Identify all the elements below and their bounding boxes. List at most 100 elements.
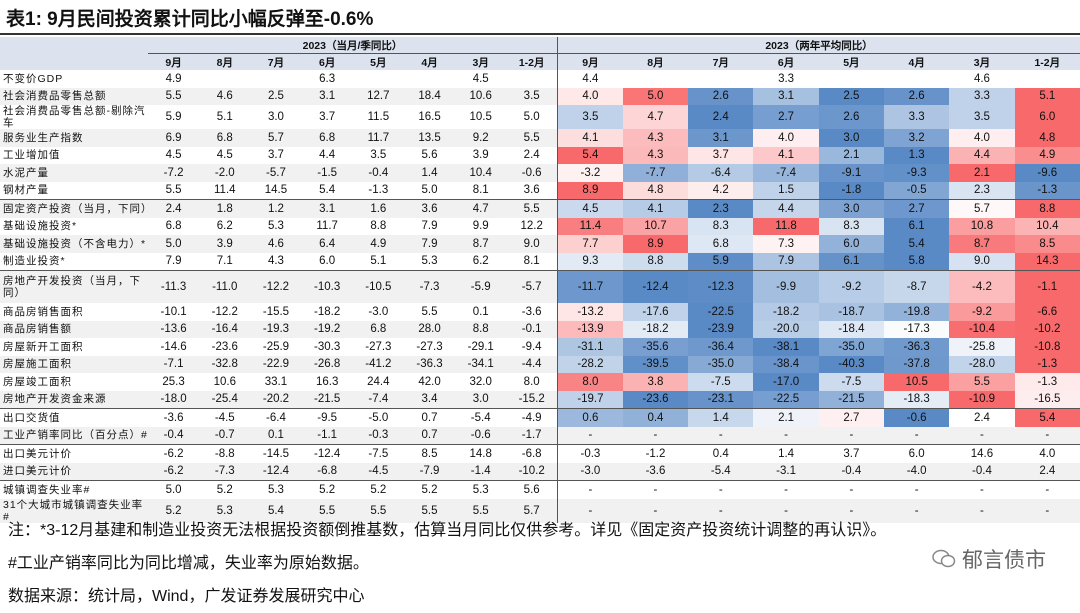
heat-cell (623, 70, 688, 88)
left-value-cell: 3.5 (506, 87, 558, 105)
heat-cell: -38.4 (753, 355, 819, 373)
heat-cell: 0.4 (622, 408, 689, 427)
left-value-cell: 1.6 (352, 199, 404, 218)
left-value-cell: -19.2 (301, 320, 353, 338)
left-value-cell: -0.6 (506, 164, 558, 182)
heat-cell: 2.7 (818, 408, 885, 427)
heat-cell: -0.6 (884, 408, 950, 427)
left-value-cell: -4.4 (506, 355, 558, 373)
left-value-cell: -25.9 (262, 340, 290, 353)
left-value-cell: 5.2 (216, 483, 233, 496)
table-row: 服务业生产指数 6.9 6.8 5.7 6.8 11.7 13.5 9.2 5.5 4.1 4.3 3… (0, 129, 1080, 147)
left-value-cell: 24.4 (367, 375, 390, 388)
heat-cell: -21.5 (818, 390, 885, 409)
heat-cell: -10.9 (949, 390, 1015, 409)
heat-cell: 9.0 (949, 252, 1015, 271)
heat-cell: 3.1 (753, 87, 819, 105)
left-value-cell: -0.4 (148, 426, 200, 445)
left-value-cell: 32.0 (469, 375, 492, 388)
month-header: 7月 (250, 53, 302, 70)
left-value-cell: 6.8 (199, 129, 251, 147)
table-row: 房屋施工面积 -7.1 -32.8 -22.9 -26.8 -41.2 -36.3 -34.1… (0, 355, 1080, 373)
left-value-cell: 3.5 (370, 149, 387, 162)
left-value-cell: -2.0 (199, 164, 251, 182)
left-value-cell: 11.7 (316, 220, 338, 233)
left-value-cell: 3.7 (319, 111, 336, 123)
left-value-cell: 5.2 (370, 483, 387, 496)
left-value-cell: -6.8 (521, 447, 542, 460)
left-value-cell (506, 70, 557, 88)
month-header: 3月 (949, 53, 1015, 70)
heat-cell: 4.0 (1039, 447, 1056, 460)
left-value-cell: -0.1 (506, 320, 558, 338)
left-value-cell: -29.1 (467, 340, 494, 353)
left-value-cell: 14.8 (469, 447, 492, 460)
heat-cell: -35.6 (622, 338, 689, 356)
left-value-cell (404, 70, 455, 88)
heat-cell: 7.7 (557, 235, 623, 253)
left-value-cell: -7.2 (148, 164, 200, 182)
left-value-cell: 4.3 (250, 252, 302, 271)
month-header: 9月 (557, 53, 623, 70)
left-value-cell: -1.7 (506, 426, 558, 445)
left-value-cell (250, 70, 301, 88)
left-value-cell: -7.5 (368, 447, 389, 460)
heat-cell: -1.3 (1014, 355, 1080, 373)
month-header: 4月 (403, 53, 456, 70)
left-value-cell: -9.4 (521, 340, 542, 353)
heat-cell: -1.3 (1014, 373, 1080, 391)
heat-cell: -28.2 (557, 355, 623, 373)
heat-cell: -3.0 (557, 462, 623, 481)
heat-cell: -10.2 (1014, 320, 1080, 338)
month-header: 8月 (199, 53, 251, 70)
heat-cell: 2.1 (753, 408, 819, 427)
heat-cell: 2.1 (949, 164, 1015, 182)
left-value-cell: 42.0 (418, 375, 441, 388)
left-value-cell: 5.0 (165, 483, 182, 496)
left-value-cell: 2.4 (148, 199, 200, 218)
heat-cell: 7.3 (753, 235, 819, 253)
heat-cell: -10.4 (949, 320, 1015, 338)
row-label: 社会消费品零售总额 (0, 87, 148, 105)
left-value-cell: 2.5 (250, 87, 302, 105)
row-label: 出口美元计价 (3, 447, 72, 460)
month-header: 1-2月 (506, 53, 558, 70)
heat-cell: 3.3 (949, 87, 1015, 105)
heat-cell: 3.0 (818, 199, 885, 218)
left-value-cell: 4.6 (199, 87, 251, 105)
heat-cell: -35.0 (688, 355, 754, 373)
left-value-cell: 8.8 (370, 220, 387, 233)
left-value-cell: 1.2 (250, 199, 302, 218)
left-value-cell: 8.1 (506, 252, 558, 271)
heat-cell: 2.3 (688, 199, 754, 218)
left-value-cell: 9.0 (506, 235, 558, 253)
heat-cell: 11.8 (753, 217, 819, 235)
heat-cell: 6.1 (818, 252, 885, 271)
left-value-cell: -7.1 (148, 355, 200, 373)
row-label: 工业增加值 (3, 149, 61, 162)
heat-cell: 10.7 (622, 217, 689, 235)
heat-cell: -36.4 (688, 338, 754, 356)
left-value-cell: 16.5 (418, 111, 441, 123)
heat-cell: - (1014, 498, 1080, 523)
heat-cell: -3.6 (622, 462, 689, 481)
heat-cell: - (818, 426, 885, 445)
table-row: 基础设施投资* 6.8 6.2 5.3 11.7 8.8 7.9 9.9 12.2 11.4 10.… (0, 217, 1080, 235)
left-value-cell: 16.3 (315, 375, 339, 388)
left-value-cell: 5.6 (523, 483, 540, 496)
left-value-cell (199, 70, 250, 88)
heat-cell: 8.5 (1014, 235, 1080, 253)
table-row: 制造业投资* 7.9 7.1 4.3 6.0 5.1 5.3 6.2 8.1 9.3 8.8 5.9 7… (0, 252, 1080, 271)
left-value-cell: 5.9 (165, 111, 182, 123)
left-value-cell: 5.4 (301, 181, 353, 200)
watermark-text: 郁言债市 (962, 549, 1046, 572)
left-value-cell: 11.4 (199, 181, 251, 200)
note-2: #工业产销率同比为同比增减，失业率为原始数据。 (8, 555, 369, 572)
heat-cell: -13.9 (557, 320, 623, 338)
heat-cell: 1.5 (753, 181, 819, 200)
table-row: 31个大城市城镇调查失业率# 5.2 5.3 5.4 5.5 5.5 5.5 5.5 5.7- -… (0, 498, 1080, 523)
left-value-cell: 5.3 (472, 483, 489, 496)
left-value-cell: -19.3 (250, 320, 302, 338)
left-value-cell: 3.0 (267, 111, 284, 123)
left-value-cell: -10.5 (352, 270, 404, 303)
